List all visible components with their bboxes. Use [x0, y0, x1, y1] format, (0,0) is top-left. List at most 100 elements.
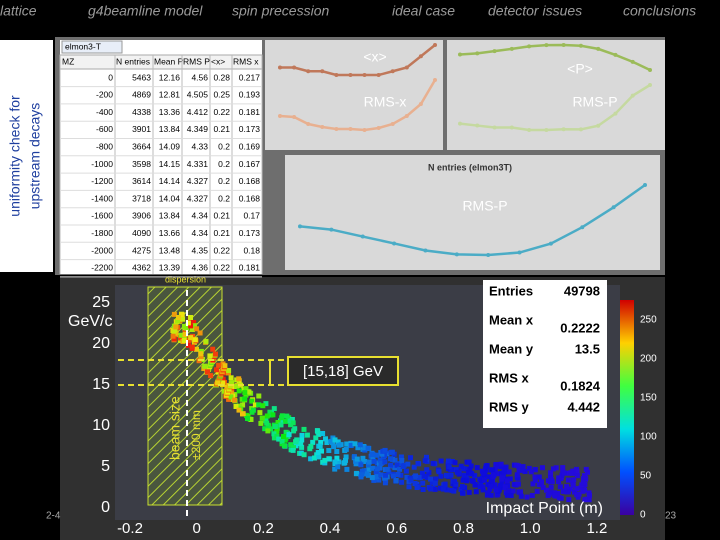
heatmap-cell	[366, 467, 372, 473]
mini-point	[278, 114, 282, 118]
y-unit: GeV/c	[68, 313, 112, 330]
heatmap-cell	[454, 469, 460, 475]
table-cell: 14.15	[159, 159, 181, 169]
heatmap-cell	[175, 318, 181, 324]
mini-point	[475, 51, 480, 56]
heatmap-cell	[369, 475, 375, 481]
heatmap-cell	[501, 468, 507, 474]
mini-point	[418, 102, 423, 106]
heatmap-cell	[287, 418, 293, 424]
mini-point	[306, 122, 311, 126]
heatmap-cell	[240, 411, 246, 417]
heatmap-cell	[562, 488, 568, 494]
heatmap-cell	[371, 458, 377, 464]
x-tick-label: 1.0	[520, 520, 541, 537]
heatmap-cell	[231, 384, 237, 389]
heatmap-cell	[417, 474, 423, 480]
heatmap-cell	[360, 455, 366, 461]
side-title: uniformity check for	[7, 95, 23, 217]
heatmap-cell	[274, 433, 280, 439]
heatmap-cell	[496, 486, 502, 492]
heatmap-cell	[234, 383, 240, 389]
heatmap-cell	[405, 461, 411, 467]
heatmap-cell	[532, 478, 538, 483]
mini-point	[596, 123, 601, 128]
stat-value: 4.442	[567, 399, 600, 414]
mini-point	[376, 73, 381, 77]
mini-title: N entries (elmon3T)	[428, 162, 512, 172]
heatmap-cell	[404, 474, 410, 480]
heatmap-cell	[284, 413, 290, 419]
heatmap-cell	[449, 459, 455, 464]
heatmap-cell	[240, 402, 246, 408]
heatmap-cell	[331, 444, 337, 450]
heatmap-cell	[353, 471, 359, 477]
table-cell: 13.84	[159, 124, 181, 134]
x-title: Impact Point (m)	[486, 500, 603, 517]
heatmap-cell	[281, 443, 287, 449]
heatmap-cell	[326, 448, 332, 453]
heatmap-cell	[317, 443, 323, 449]
heatmap-cell	[185, 320, 191, 326]
mini-point	[643, 183, 647, 187]
nav-tab: g4beamline model	[88, 3, 203, 19]
heatmap-cell	[498, 461, 504, 467]
heatmap-cell	[324, 440, 330, 445]
heatmap-cell	[382, 459, 388, 465]
heatmap-cell	[500, 474, 505, 480]
heatmap-cell	[365, 445, 371, 451]
heatmap-cell	[565, 477, 571, 483]
heatmap-cell	[528, 469, 534, 475]
heatmap-cell	[574, 492, 580, 498]
heatmap-cell	[291, 445, 296, 451]
mini-point	[509, 46, 514, 51]
heatmap-cell	[478, 481, 484, 487]
table-cell: 0	[108, 72, 113, 82]
heatmap-cell	[458, 463, 464, 469]
heatmap-cell	[371, 477, 377, 483]
table-cell: -1400	[91, 193, 113, 203]
heatmap-cell	[334, 449, 340, 454]
heatmap-cell	[198, 354, 204, 360]
heatmap-cell	[395, 472, 401, 477]
heatmap-cell	[246, 389, 252, 395]
heatmap-cell	[276, 436, 282, 442]
heatmap-cell	[453, 481, 459, 487]
heatmap-cell	[469, 478, 475, 484]
heatmap-cell	[335, 464, 341, 470]
mini-point	[362, 73, 367, 77]
heatmap-cell	[493, 487, 499, 493]
mini-point	[292, 65, 297, 70]
heatmap-cell	[278, 422, 284, 428]
heatmap-cell	[440, 486, 446, 492]
heatmap-cell	[304, 432, 310, 438]
heatmap-cell	[248, 417, 254, 422]
heatmap-cell	[502, 485, 508, 490]
mini-point	[578, 127, 583, 132]
heatmap-cell	[445, 461, 451, 467]
heatmap-cell	[232, 397, 237, 403]
table-cell: 4.505	[187, 90, 209, 100]
heatmap-cell	[503, 464, 509, 470]
heatmap-cell	[316, 454, 322, 460]
heatmap-cell	[538, 479, 544, 485]
heatmap-cell	[275, 420, 281, 425]
heatmap-cell	[236, 388, 242, 394]
y-tick-label: 15	[92, 376, 110, 393]
heatmap-cell	[424, 467, 430, 473]
heatmap-cell	[279, 413, 285, 419]
heatmap-cell	[239, 396, 245, 402]
heatmap-cell	[507, 476, 513, 482]
mini-point	[404, 114, 409, 118]
nav-tab: spin precession	[232, 3, 329, 19]
heatmap-cell	[263, 401, 269, 407]
heatmap-cell	[399, 458, 405, 463]
heatmap-cell	[301, 426, 307, 432]
heatmap-cell	[184, 325, 190, 331]
heatmap-cell	[414, 485, 420, 490]
heatmap-cell	[490, 472, 496, 477]
heatmap-cell	[345, 441, 351, 447]
heatmap-cell	[553, 465, 559, 471]
heatmap-cell	[179, 312, 185, 318]
beam-region	[147, 286, 223, 506]
